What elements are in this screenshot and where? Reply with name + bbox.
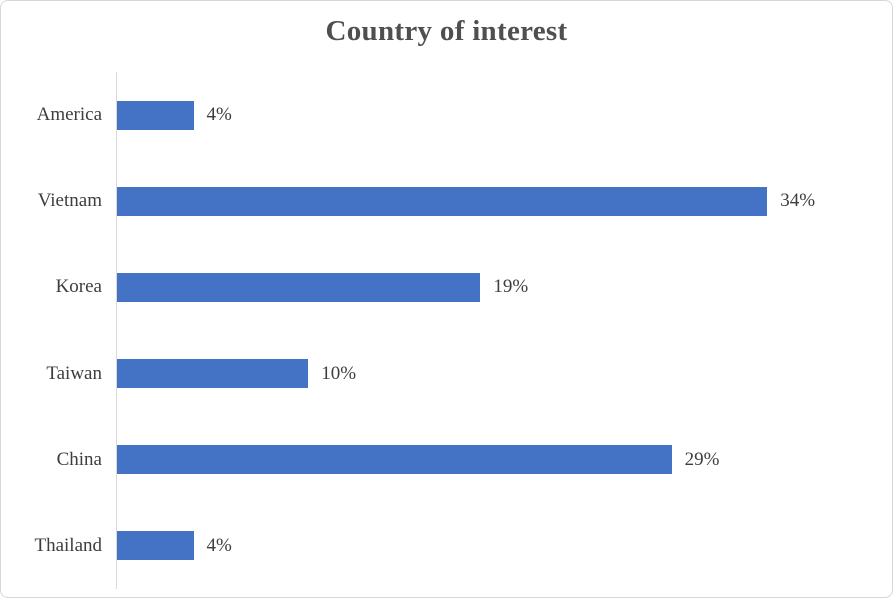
bar-china [117, 445, 672, 475]
chart-row-china: China 29% [1, 417, 892, 503]
value-label: 4% [206, 534, 232, 556]
bar-area: 4% [117, 72, 892, 158]
chart-row-vietnam: Vietnam 34% [1, 158, 892, 244]
bar-america [117, 100, 194, 130]
bar-vietnam [117, 186, 768, 216]
category-label: Thailand [34, 534, 102, 556]
bar-thailand [117, 531, 194, 561]
value-label: 29% [684, 448, 720, 470]
value-label: 19% [493, 276, 529, 298]
value-label: 10% [321, 362, 357, 384]
chart-title: Country of interest [325, 15, 568, 47]
bar-area: 34% [117, 158, 892, 244]
category-label: China [56, 448, 102, 470]
category-label: Korea [55, 276, 102, 298]
y-axis-line [116, 72, 117, 589]
value-label: 34% [780, 190, 816, 212]
chart-row-korea: Korea 19% [1, 244, 892, 330]
chart-row-taiwan: Taiwan 10% [1, 331, 892, 417]
bar-area: 29% [117, 417, 892, 503]
value-label: 4% [206, 104, 232, 126]
bar-rows: America 4% Vietnam 34% Korea 19% Taiwan 10% Chin… [1, 72, 892, 589]
category-label: Vietnam [37, 190, 102, 212]
plot-area: America 4% Vietnam 34% Korea 19% Taiwan 10% Chin… [1, 72, 892, 589]
category-label: Taiwan [46, 362, 102, 384]
bar-area: 19% [117, 244, 892, 330]
chart-row-america: America 4% [1, 72, 892, 158]
bar-area: 10% [117, 331, 892, 417]
chart-row-thailand: Thailand 4% [1, 503, 892, 589]
category-label: America [36, 104, 102, 126]
bar-taiwan [117, 359, 309, 389]
bar-korea [117, 272, 481, 302]
bar-area: 4% [117, 503, 892, 589]
